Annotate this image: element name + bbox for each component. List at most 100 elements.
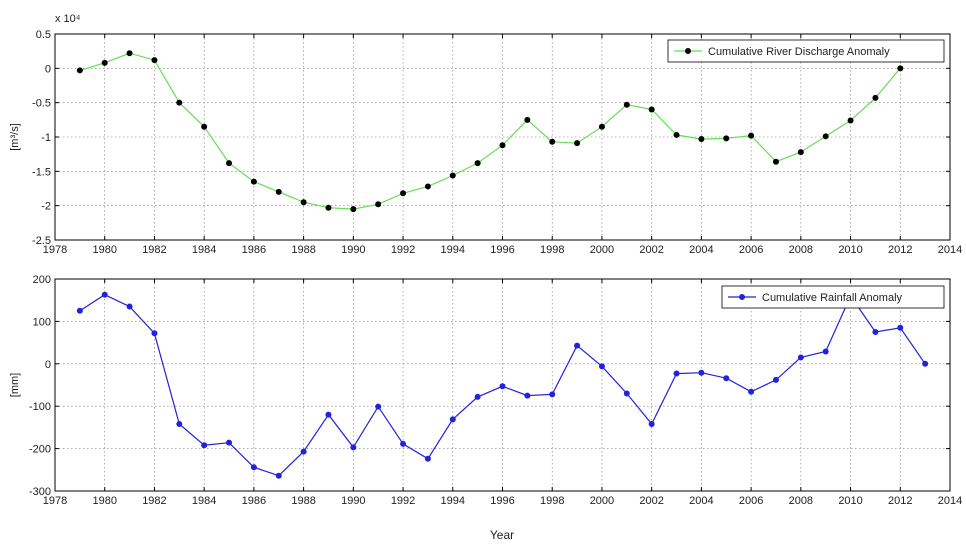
data-point (250, 178, 257, 185)
x-tick-label: 1996 (490, 495, 514, 507)
data-point (748, 132, 755, 139)
y-tick-label: 100 (33, 316, 51, 328)
x-tick-label: 2000 (590, 244, 614, 256)
data-point (772, 376, 779, 383)
x-tick-label: 2002 (639, 495, 663, 507)
legend-marker (739, 294, 745, 300)
data-point (126, 50, 133, 57)
y-tick-label: -1.5 (32, 166, 51, 178)
y-multiplier-label: x 10⁴ (55, 13, 81, 25)
x-tick-label: 1982 (142, 495, 166, 507)
data-point (549, 138, 556, 145)
x-tick-label: 2008 (789, 244, 813, 256)
subplot-2: 1978 1980 1982 1984 1986 1988 1990 1992 1994 1996… (9, 274, 962, 507)
x-tick-label: 2012 (888, 495, 912, 507)
data-point (151, 57, 158, 64)
data-point (101, 291, 108, 298)
x-tick-label: 1986 (242, 244, 266, 256)
y-tick-label: -100 (29, 401, 51, 413)
data-point (574, 342, 581, 349)
x-tick-label: 2002 (639, 244, 663, 256)
x-tick-label: 2004 (689, 244, 713, 256)
data-point (648, 421, 655, 428)
data-point (673, 370, 680, 377)
data-point (673, 131, 680, 138)
legend-label: Cumulative River Discharge Anomaly (708, 46, 890, 58)
y-tick-label: -1 (41, 132, 51, 144)
x-tick-label: 1998 (540, 244, 564, 256)
y-tick-label: -2.5 (32, 235, 51, 247)
x-tick-label: 1994 (441, 244, 465, 256)
y-tick-label: 200 (33, 274, 51, 286)
data-point (847, 117, 854, 124)
subplot-1: 1978 1980 1982 1984 1986 1988 1990 1992 1994 1996… (9, 13, 962, 256)
y-tick-label: -200 (29, 444, 51, 456)
x-tick-label: 1990 (341, 495, 365, 507)
data-point (126, 303, 133, 310)
data-point (350, 206, 357, 213)
data-point (226, 439, 233, 446)
data-point (76, 307, 83, 314)
data-point (424, 183, 431, 190)
data-point (797, 149, 804, 156)
x-tick-label: 2008 (789, 495, 813, 507)
x-tick-label: 2010 (838, 244, 862, 256)
data-point (623, 101, 630, 108)
x-tick-label: 1996 (490, 244, 514, 256)
y-tick-label: 0 (45, 359, 51, 371)
series-line (79, 52, 901, 210)
legend-box (667, 39, 945, 63)
y-tick-label: -300 (29, 486, 51, 498)
data-point (474, 393, 481, 400)
data-point (598, 363, 605, 370)
data-point (325, 204, 332, 211)
data-point (524, 116, 531, 123)
data-point (872, 94, 879, 101)
x-tick-label: 2006 (739, 495, 763, 507)
data-point (797, 354, 804, 361)
data-point (822, 348, 829, 355)
x-tick-label: 1990 (341, 244, 365, 256)
y-tick-label: -2 (41, 201, 51, 213)
x-tick-label: 1982 (142, 244, 166, 256)
x-axis-label: Year (490, 528, 514, 542)
data-point (375, 403, 382, 410)
data-point (822, 133, 829, 140)
data-point (897, 65, 904, 72)
x-tick-label: 2000 (590, 495, 614, 507)
y-tick-label: -0.5 (32, 98, 51, 110)
data-point (400, 190, 407, 197)
x-tick-label: 2006 (739, 244, 763, 256)
data-point (598, 123, 605, 130)
data-point (499, 142, 506, 149)
data-point (772, 158, 779, 165)
data-point (101, 59, 108, 66)
x-tick-label: 1980 (92, 244, 116, 256)
data-point (698, 136, 705, 143)
data-point (424, 455, 431, 462)
data-point (574, 140, 581, 147)
data-point (275, 472, 282, 479)
data-point (524, 392, 531, 399)
x-tick-label: 1986 (242, 495, 266, 507)
data-point (872, 329, 879, 335)
data-point (151, 330, 158, 337)
data-point (375, 201, 382, 208)
x-tick-label: 1992 (391, 495, 415, 507)
data-point (300, 448, 307, 455)
x-tick-label: 1984 (192, 244, 216, 256)
data-point (449, 172, 456, 179)
x-tick-label: 1978 (43, 495, 67, 507)
data-point (474, 160, 481, 167)
x-tick-label: 2010 (838, 495, 862, 507)
x-tick-label: 1984 (192, 495, 216, 507)
data-point (176, 421, 183, 428)
x-tick-label: 1980 (92, 495, 116, 507)
data-point (176, 99, 183, 106)
data-point (723, 135, 730, 142)
data-point (648, 106, 655, 113)
legend-marker (685, 48, 691, 54)
x-tick-label: 1994 (441, 495, 465, 507)
y-tick-label: 0.5 (36, 29, 51, 41)
